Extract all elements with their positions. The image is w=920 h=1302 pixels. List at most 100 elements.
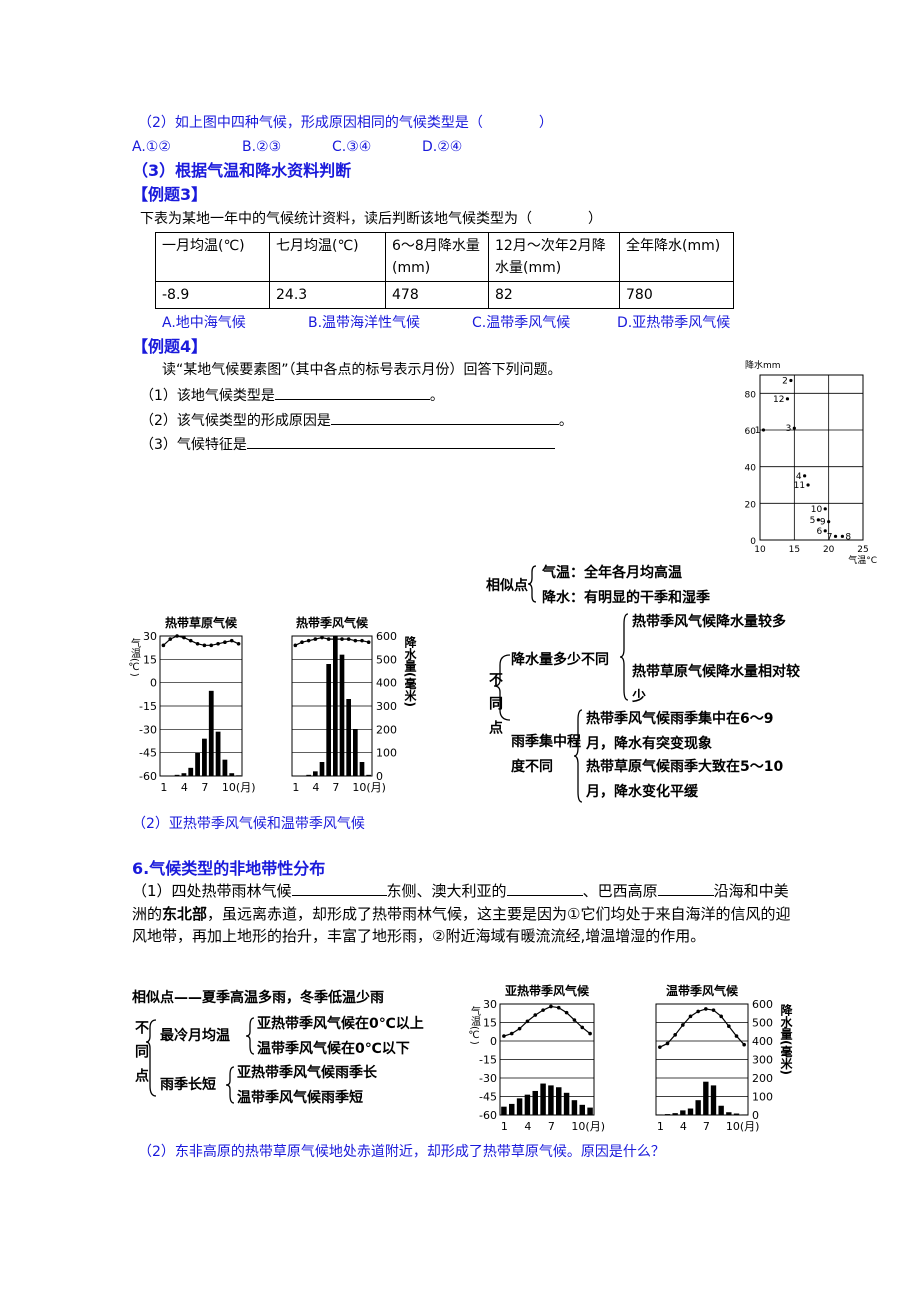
question-text: （1）该地气候类型是 [140,388,275,404]
data-point [792,426,796,430]
precip-bar [563,1092,570,1115]
y-tick-label: 200 [376,723,397,736]
heading: （3）根据气温和降水资料判断 [132,161,352,180]
point-label: 10 [811,505,823,515]
item: 亚热带季风气候雨季长 [237,1065,377,1081]
precip-bar [195,752,200,776]
table-cell: 82 [488,281,620,309]
y-tick-label: -45 [139,747,157,760]
answer-blank [274,385,430,400]
option: A.地中海气候 [162,315,246,331]
point-label: 11 [794,481,805,491]
option: B.温带海洋性气候 [308,315,421,331]
x-tick-label: 1 [160,781,167,794]
precip-bar [687,1108,694,1115]
axis-label: 降水mm [745,359,781,371]
question: （2）如上图中四种气候，形成原因相同的气候类型是（ ） [138,115,553,131]
heading: 6.气候类型的非地带性分布 [132,859,326,878]
y-tick-label: 100 [376,747,397,760]
brace [619,613,629,701]
data-point [827,520,831,524]
point-label: 7 [827,532,833,542]
y-tick-label: -60 [479,1109,497,1122]
precip-bar [366,774,371,776]
point-label: 1 [755,426,761,436]
x-tick-label: 4 [312,781,319,794]
temp-point [502,1034,506,1038]
point-label: 2 [782,377,788,387]
brace [225,1066,235,1104]
y-tick-label: 600 [376,630,397,643]
temp-point [188,638,193,643]
y-tick-label: 40 [745,464,757,474]
item: 热带草原气候降水量相对较少 [632,664,800,705]
x-tick-label: 1 [657,1120,664,1133]
option: C.温带季风气候 [472,315,571,331]
item: 气温：全年各月均高温 [542,565,682,581]
y-tick-label: 15 [143,653,157,666]
x-tick-label: 7 [703,1120,710,1133]
precip-bar [208,690,214,776]
y-tick-label: 500 [752,1017,773,1030]
y-tick-label: -15 [139,700,157,713]
plot-frame [159,635,243,777]
question: （2）东非高原的热带草原气候地处赤道附近，却形成了热带草原气候。原因是什么？ [138,1144,665,1160]
text: 沿海和中美洲的 [132,882,789,923]
brace [527,565,537,603]
option: C.③④ [332,139,372,155]
item: 热带季风气候降水量较多 [632,614,786,630]
item: 相似点——夏季高温多雨，冬季低温少雨 [132,990,384,1006]
axis-label: 降水量(毫米) [403,635,417,707]
precip-bar [726,1112,732,1115]
temp-line [163,635,239,646]
precip-bar [509,1103,515,1115]
x-tick-label: 4 [680,1120,687,1133]
precip-bar [353,729,358,776]
precip-bar [319,762,325,776]
temp-point [696,1009,700,1014]
temp-point [556,1005,561,1010]
temp-point [541,1008,545,1012]
precip-bar [579,1104,585,1115]
temp-point [216,641,220,646]
option: B.②③ [242,139,282,155]
text: ，虽远离赤道，却形成了热带雨林气候，这主要是因为①它们均处于来自海洋的信风的迎风… [132,904,791,946]
option: D.亚热带季风气候 [617,315,731,331]
y-tick-label: 300 [752,1054,773,1067]
y-tick-label: 20 [745,500,757,510]
temp-point [681,1023,685,1027]
precip-bar [215,731,221,776]
temp-point [346,637,351,641]
data-point [840,534,845,538]
temp-point [719,1014,723,1019]
precip-bar [306,774,311,776]
y-tick-label: -30 [139,723,157,736]
text: 、巴西高原 [582,882,658,900]
y-tick-label: 60 [745,427,757,437]
plot-frame [759,374,864,541]
heading: 【例题3】 [132,185,208,204]
y-tick-label: 400 [376,677,397,690]
temp-point [313,637,318,641]
x-tick-label: 10(月) [571,1120,605,1133]
y-tick-label: 0 [376,770,383,783]
answer-blank [506,881,583,896]
precip-bar [672,1113,678,1115]
temp-point [572,1018,577,1022]
axis-label: 降水量(毫米) [779,1003,793,1075]
temp-point [704,1007,708,1011]
y-tick-label: 30 [483,998,497,1011]
text: 东侧、澳大利亚的 [386,882,507,900]
label: 雨季长短 [160,1077,216,1093]
label: 不同点 [487,672,503,744]
answer-blank [657,881,714,896]
data-point [785,397,790,401]
precip-bar [516,1098,523,1115]
question: （3）气候特征是 [140,434,555,455]
table-cell: -8.9 [155,281,270,309]
y-tick-label: 100 [752,1091,773,1104]
precip-bar [680,1110,686,1115]
label: 不同点 [133,1020,149,1092]
item: 降水：有明显的干季和湿季 [542,590,710,606]
text: 东北部 [162,904,208,923]
